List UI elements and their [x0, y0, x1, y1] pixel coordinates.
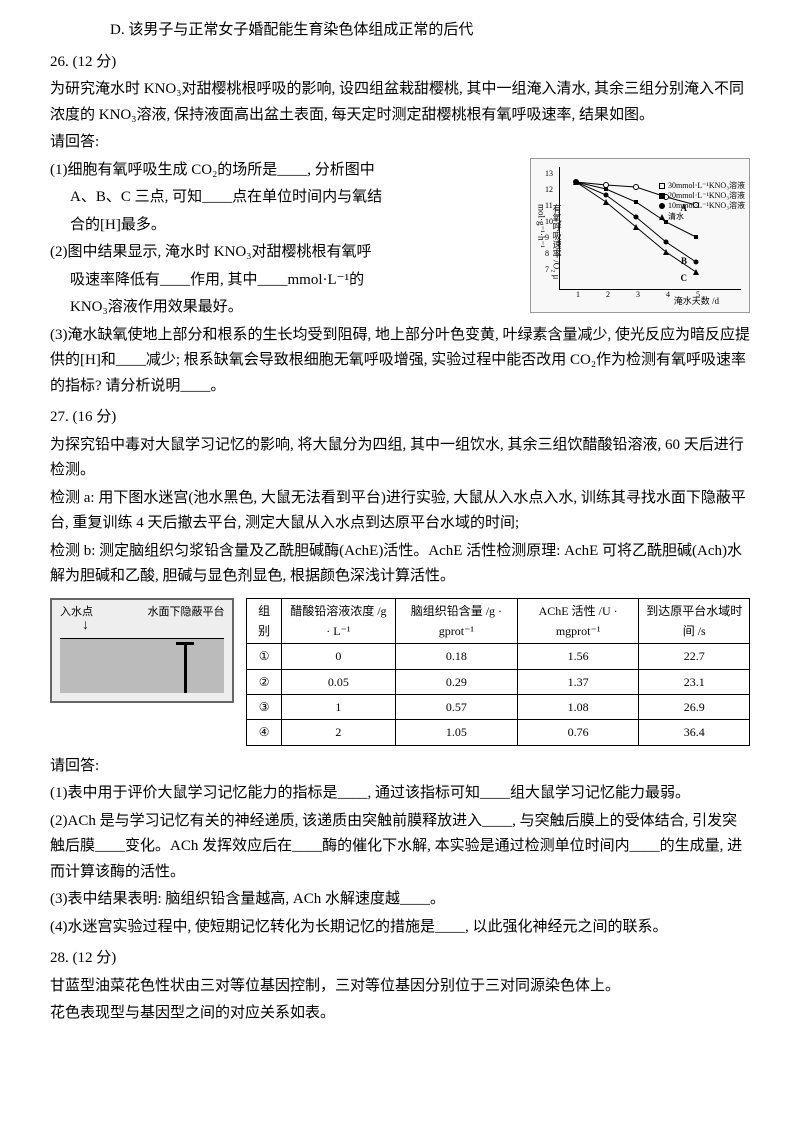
- option-d: D. 该男子与正常女子婚配能生育染色体组成正常的后代: [50, 18, 750, 44]
- q26-sub2a: (2)图中结果显示, 淹水时 KNO₃对甜樱桃根有氧呼: [50, 240, 520, 266]
- water-maze-diagram: 入水点 水面下隐蔽平台 ↓: [50, 598, 234, 703]
- legend-item: 清水: [668, 212, 684, 222]
- table-row: ①00.181.5622.7: [247, 644, 750, 669]
- table-header: 脑组织铅含量 /g · gprot⁻¹: [395, 598, 517, 644]
- q27-please: 请回答:: [50, 754, 750, 780]
- q26-content: 有氧呼吸速率 /O₂ μ mol·g⁻¹·h⁻¹ 淹水天数 /d 13 12 1…: [50, 158, 750, 321]
- legend-item: 10mmol·L⁻¹KNO₃溶液: [668, 201, 745, 211]
- q26-sub2b: 吸速率降低有____作用, 其中____mmol·L⁻¹的: [50, 268, 520, 294]
- q26-intro: 为研究淹水时 KNO₃对甜樱桃根呼吸的影响, 设四组盆栽甜樱桃, 其中一组淹入清…: [50, 77, 750, 128]
- table-row: ②0.050.291.3723.1: [247, 669, 750, 694]
- q27-diagram-table-row: 入水点 水面下隐蔽平台 ↓ 组别 醋酸铅溶液浓度 /g · L⁻¹ 脑组织铅含量…: [50, 598, 750, 746]
- q27-det-b: 检测 b: 测定脑组织匀浆铅含量及乙酰胆碱酶(AchE)活性。AchE 活性检测…: [50, 539, 750, 590]
- y-tick: 10: [545, 215, 553, 229]
- y-tick: 11: [545, 199, 553, 213]
- q28-intro2: 花色表现型与基因型之间的对应关系如表。: [50, 1001, 750, 1027]
- q28-intro1: 甘蓝型油菜花色性状由三对等位基因控制，三对等位基因分别位于三对同源染色体上。: [50, 974, 750, 1000]
- y-tick: 7: [545, 263, 549, 277]
- y-tick: 12: [545, 183, 553, 197]
- platform-label: 水面下隐蔽平台: [147, 603, 224, 622]
- q27-header: 27. (16 分): [50, 405, 750, 431]
- q27-sub2: (2)ACh 是与学习记忆有关的神经递质, 该递质由突触前膜释放进入____, …: [50, 809, 750, 886]
- q26-sub1a: (1)细胞有氧呼吸生成 CO₂的场所是____, 分析图中: [50, 158, 520, 184]
- q26-sub3: (3)淹水缺氧使地上部分和根系的生长均受到阻碍, 地上部分叶色变黄, 叶绿素含量…: [50, 323, 750, 400]
- table-header: 到达原平台水域时间 /s: [639, 598, 750, 644]
- y-tick: 13: [545, 167, 553, 181]
- q26-sub1c: 合的[H]最多。: [50, 213, 520, 239]
- table-header: 组别: [247, 598, 281, 644]
- point-c: C: [681, 271, 688, 286]
- q27-sub1: (1)表中用于评价大鼠学习记忆能力的指标是____, 通过该指标可知____组大…: [50, 781, 750, 807]
- q26-sub2c: KNO₃溶液作用效果最好。: [50, 295, 520, 321]
- q27-data-table: 组别 醋酸铅溶液浓度 /g · L⁻¹ 脑组织铅含量 /g · gprot⁻¹ …: [246, 598, 750, 746]
- y-tick: 9: [545, 231, 549, 245]
- table-header: AChE 活性 /U · mgprot⁻¹: [517, 598, 639, 644]
- q27-sub3: (3)表中结果表明: 脑组织铅含量越高, ACh 水解速度越____。: [50, 887, 750, 913]
- legend-item: 30mmol·L⁻¹KNO₃溶液: [668, 181, 745, 191]
- q27-det-a: 检测 a: 用下图水迷宫(池水黑色, 大鼠无法看到平台)进行实验, 大鼠从入水点…: [50, 486, 750, 537]
- legend-item: 20mmol·L⁻¹KNO₃溶液: [668, 191, 745, 201]
- q26-header: 26. (12 分): [50, 50, 750, 76]
- q27-intro: 为探究铅中毒对大鼠学习记忆的影响, 将大鼠分为四组, 其中一组饮水, 其余三组饮…: [50, 433, 750, 484]
- q26-chart: 有氧呼吸速率 /O₂ μ mol·g⁻¹·h⁻¹ 淹水天数 /d 13 12 1…: [530, 158, 750, 313]
- chart-legend: 30mmol·L⁻¹KNO₃溶液 20mmol·L⁻¹KNO₃溶液 10mmol…: [659, 181, 745, 223]
- arrow-icon: ↓: [82, 614, 89, 638]
- q26-sub1b: A、B、C 三点, 可知____点在单位时间内与氧结: [50, 185, 520, 211]
- y-tick: 8: [545, 247, 549, 261]
- point-b: B: [681, 254, 687, 269]
- q28-header: 28. (12 分): [50, 946, 750, 972]
- table-header: 醋酸铅溶液浓度 /g · L⁻¹: [281, 598, 395, 644]
- q27-sub4: (4)水迷宫实验过程中, 使短期记忆转化为长期记忆的措施是____, 以此强化神…: [50, 915, 750, 941]
- q26-please: 请回答:: [50, 130, 750, 156]
- table-row: ③10.571.0826.9: [247, 695, 750, 720]
- table-row: ④21.050.7636.4: [247, 720, 750, 745]
